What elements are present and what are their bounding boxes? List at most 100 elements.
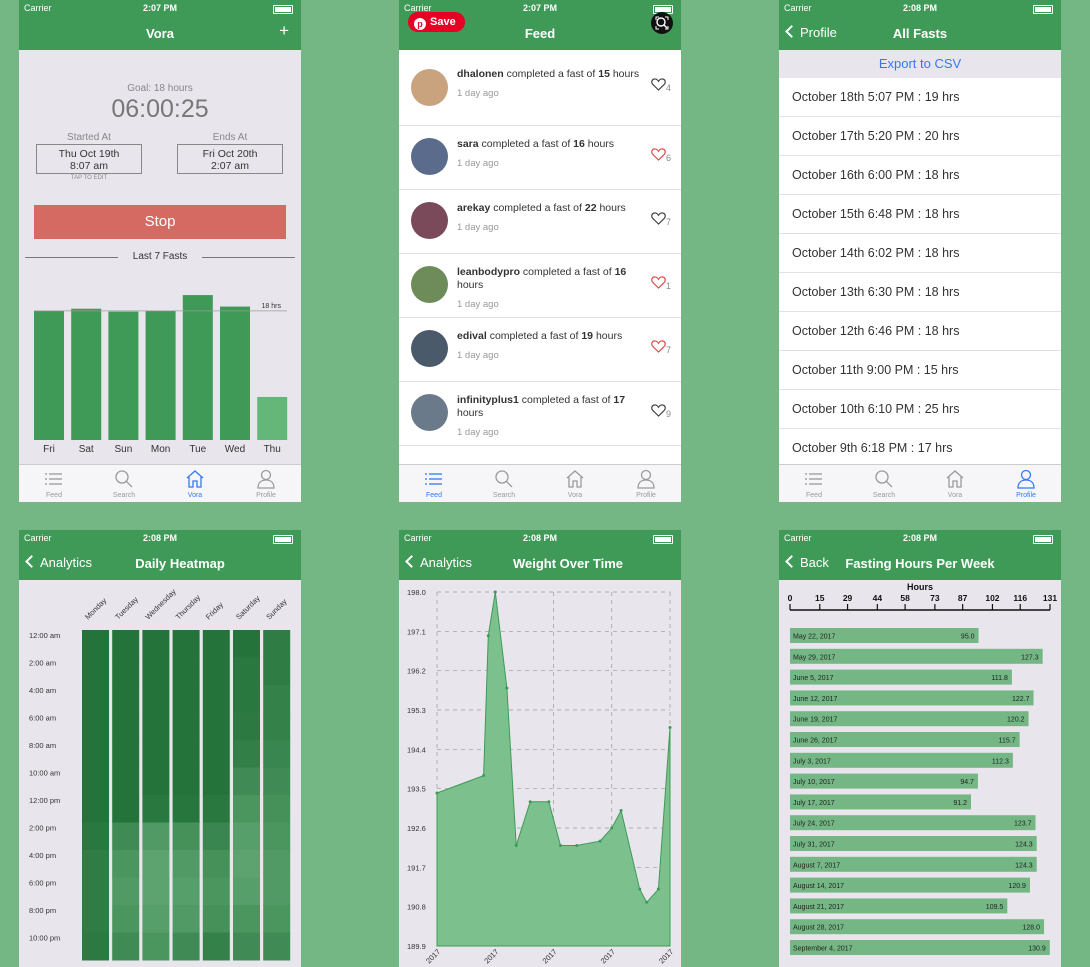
- pinterest-save-button[interactable]: p Save: [408, 12, 465, 32]
- week-label: May 29, 2017: [793, 654, 836, 661]
- like-button[interactable]: 7: [651, 212, 671, 227]
- tab-bar: Feed Search Vora Profile: [779, 464, 1061, 502]
- profile-icon: [257, 469, 275, 489]
- add-button[interactable]: +: [279, 21, 289, 40]
- week-bar: [790, 711, 1029, 727]
- username[interactable]: infinityplus1: [457, 394, 519, 406]
- x-tick-label: 102: [985, 593, 999, 603]
- heatmap-cell: [142, 767, 170, 796]
- heart-icon: [651, 404, 666, 417]
- tab-profile[interactable]: Profile: [991, 465, 1061, 502]
- heatmap-cell: [142, 657, 170, 686]
- heatmap-cell: [142, 795, 170, 823]
- like-button[interactable]: 9: [651, 404, 671, 419]
- username[interactable]: edival: [457, 330, 487, 342]
- ends-label: Ends At: [212, 132, 248, 143]
- export-csv-button[interactable]: Export to CSV: [779, 50, 1061, 78]
- heatmap-cell: [202, 767, 230, 796]
- last7-title: Last 7 Fasts: [132, 251, 188, 262]
- timestamp: 1 day ago: [457, 350, 499, 361]
- tab-search[interactable]: Search: [849, 465, 919, 502]
- tab-feed[interactable]: Feed: [399, 465, 469, 502]
- heatmap-cell: [202, 877, 230, 906]
- x-tick-label: 0: [788, 593, 793, 603]
- timer: 06:00:25: [111, 95, 209, 123]
- timestamp: 1 day ago: [457, 88, 499, 99]
- back-label: Back: [800, 555, 829, 570]
- started-at-field[interactable]: Thu Oct 19th 8:07 am: [36, 144, 142, 174]
- fast-row[interactable]: October 15th 6:48 PM : 18 hrs: [779, 195, 1061, 234]
- username[interactable]: sara: [457, 138, 479, 150]
- tab-vora[interactable]: Vora: [160, 465, 230, 502]
- lens-button[interactable]: [651, 12, 673, 34]
- fast-row[interactable]: October 16th 6:00 PM : 18 hrs: [779, 156, 1061, 195]
- started-time: 8:07 am: [70, 160, 108, 172]
- weight-point: [435, 791, 439, 795]
- feed-item[interactable]: edival completed a fast of 19 hours 1 day…: [399, 318, 681, 382]
- tab-search[interactable]: Search: [89, 465, 159, 502]
- feed-item[interactable]: dhalonen completed a fast of 15 hours 1 d…: [399, 50, 681, 126]
- back-button[interactable]: Profile: [785, 25, 837, 40]
- username[interactable]: leanbodypro: [457, 266, 521, 278]
- heatmap-cell: [233, 657, 260, 686]
- week-value-label: 94.7: [960, 779, 974, 786]
- feed-item[interactable]: sara completed a fast of 16 hours 1 day a…: [399, 126, 681, 190]
- stop-button[interactable]: Stop: [34, 205, 286, 239]
- tab-vora[interactable]: Vora: [540, 465, 610, 502]
- avatar[interactable]: [411, 69, 448, 106]
- fast-row[interactable]: October 9th 6:18 PM : 17 hrs: [779, 429, 1061, 468]
- fast-row[interactable]: October 14th 6:02 PM : 18 hrs: [779, 234, 1061, 273]
- heatmap-cell: [263, 740, 291, 768]
- heatmap-cell: [233, 850, 260, 878]
- tab-feed[interactable]: Feed: [779, 465, 849, 502]
- fast-row[interactable]: October 17th 5:20 PM : 20 hrs: [779, 117, 1061, 156]
- tab-feed[interactable]: Feed: [19, 465, 89, 502]
- heatmap-cell: [233, 932, 260, 961]
- username[interactable]: dhalonen: [457, 68, 504, 80]
- heatmap-cell: [172, 657, 200, 686]
- heatmap-cell: [112, 685, 140, 713]
- back-button[interactable]: Analytics: [405, 555, 472, 570]
- tab-vora[interactable]: Vora: [920, 465, 990, 502]
- like-button[interactable]: 4: [651, 78, 671, 93]
- fast-row[interactable]: October 11th 9:00 PM : 15 hrs: [779, 351, 1061, 390]
- heatmap-cell: [202, 685, 230, 713]
- nav-bar: Carrier 2:08 PM Profile All Fasts: [779, 0, 1061, 50]
- fast-list: October 18th 5:07 PM : 19 hrs October 17t…: [779, 78, 1061, 468]
- tab-label: Profile: [1016, 492, 1036, 499]
- avatar[interactable]: [411, 138, 448, 175]
- weight-point: [528, 800, 532, 804]
- avatar[interactable]: [411, 266, 448, 303]
- heatmap-cell: [202, 932, 230, 961]
- bar-category-label: Wed: [225, 444, 245, 455]
- avatar[interactable]: [411, 202, 448, 239]
- feed-screen: Carrier 2:07 PM Feed p Save dhalonen comp…: [399, 0, 681, 502]
- bar-tue: [182, 295, 213, 440]
- weight-point: [514, 843, 518, 847]
- tab-bar: Feed Search Vora Profile: [399, 464, 681, 502]
- heatmap-cell: [82, 712, 109, 741]
- like-button[interactable]: 7: [651, 340, 671, 355]
- heatmap-hour-label: 10:00 am: [29, 769, 60, 778]
- avatar[interactable]: [411, 394, 448, 431]
- feed-item[interactable]: arekay completed a fast of 22 hours 1 day…: [399, 190, 681, 254]
- like-button[interactable]: 1: [651, 276, 671, 291]
- tab-profile[interactable]: Profile: [231, 465, 301, 502]
- heatmap-cell: [233, 712, 260, 741]
- feed-item[interactable]: infinityplus1 completed a fast of 17 hou…: [399, 382, 681, 446]
- username[interactable]: arekay: [457, 202, 491, 214]
- fast-row[interactable]: October 18th 5:07 PM : 19 hrs: [779, 78, 1061, 117]
- tab-search[interactable]: Search: [469, 465, 539, 502]
- fast-row[interactable]: October 13th 6:30 PM : 18 hrs: [779, 273, 1061, 312]
- back-button[interactable]: Back: [785, 555, 829, 570]
- week-bar: [790, 669, 1012, 685]
- bar-mon: [145, 310, 176, 440]
- like-button[interactable]: 6: [651, 148, 671, 163]
- avatar[interactable]: [411, 330, 448, 367]
- fast-row[interactable]: October 12th 6:46 PM : 18 hrs: [779, 312, 1061, 351]
- ends-at-field[interactable]: Fri Oct 20th 2:07 am: [177, 144, 283, 174]
- fast-row[interactable]: October 10th 6:10 PM : 25 hrs: [779, 390, 1061, 429]
- back-button[interactable]: Analytics: [25, 555, 92, 570]
- tab-profile[interactable]: Profile: [611, 465, 681, 502]
- feed-item[interactable]: leanbodypro completed a fast of 16 hours…: [399, 254, 681, 318]
